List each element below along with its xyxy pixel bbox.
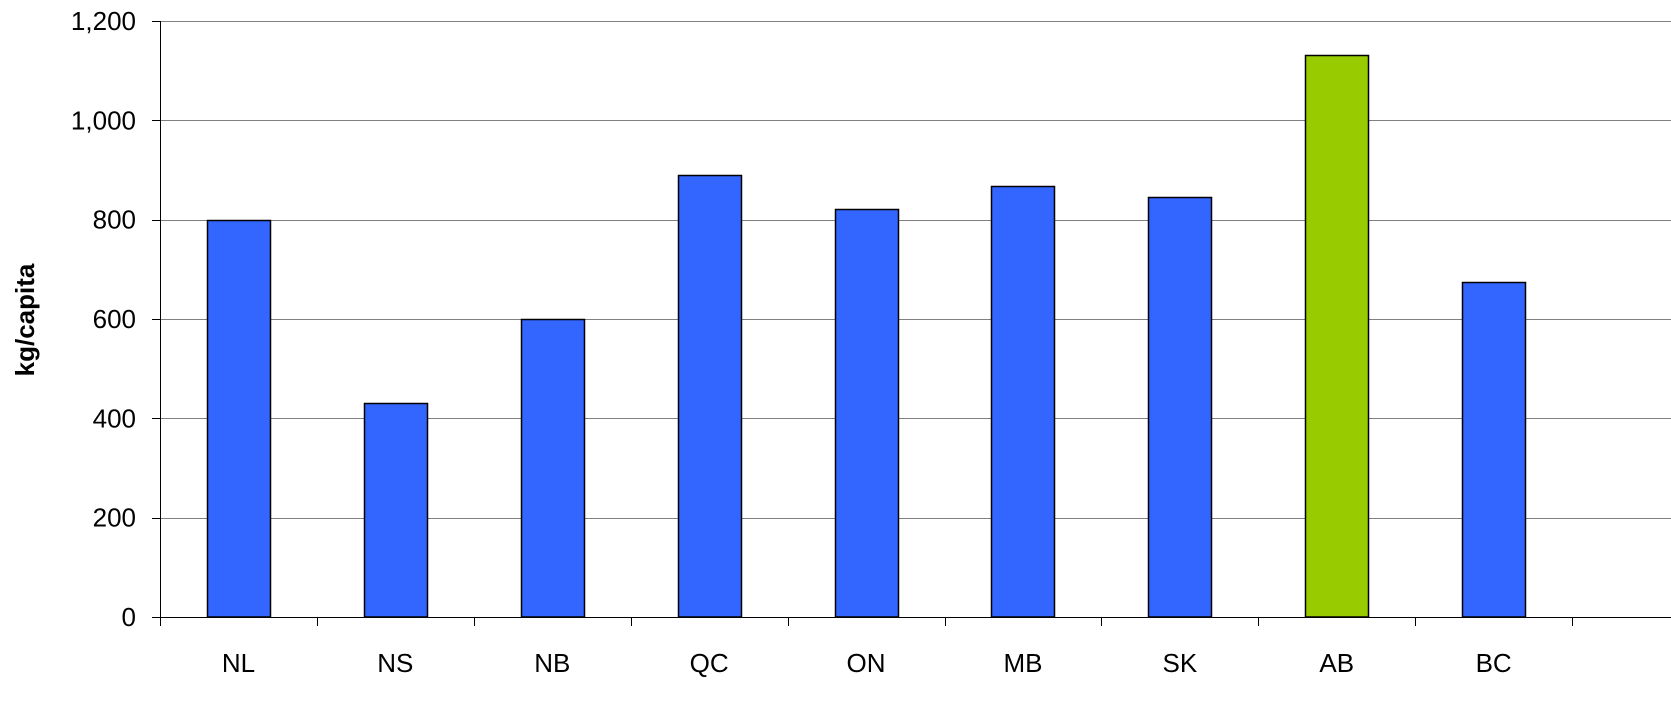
bar-ns xyxy=(363,402,429,618)
bar-ab xyxy=(1304,54,1370,618)
y-tick-label-0: 0 xyxy=(122,602,136,632)
y-tick-label-400: 400 xyxy=(93,403,136,433)
bars xyxy=(206,54,1527,618)
bar-nb xyxy=(520,318,586,618)
y-tick-label-600: 600 xyxy=(93,304,136,334)
axes xyxy=(152,21,1671,626)
bar-nl xyxy=(206,219,272,618)
bar-sk xyxy=(1147,196,1213,618)
bar-mb xyxy=(990,185,1056,618)
x-tick-labels: NL NS NB QC ON MB SK AB BC xyxy=(222,648,1512,678)
x-tick-label-bc: BC xyxy=(1476,648,1512,678)
x-tick-label-ns: NS xyxy=(377,648,413,678)
bar-on xyxy=(834,208,900,618)
y-tick-label-800: 800 xyxy=(93,205,136,235)
y-tick-labels: 0 200 400 600 800 1,000 1,200 xyxy=(71,6,136,632)
y-tick-label-1000: 1,000 xyxy=(71,105,136,135)
x-tick-label-mb: MB xyxy=(1003,648,1042,678)
x-tick-label-qc: QC xyxy=(690,648,729,678)
x-tick-label-sk: SK xyxy=(1163,648,1198,678)
bar-qc xyxy=(677,174,743,618)
x-tick-label-nb: NB xyxy=(534,648,570,678)
bar-bc xyxy=(1461,281,1527,618)
x-tick-label-ab: AB xyxy=(1319,648,1354,678)
x-tick-label-nl: NL xyxy=(222,648,255,678)
y-tick-label-1200: 1,200 xyxy=(71,6,136,36)
y-axis-title: kg/capita xyxy=(10,263,40,376)
y-tick-label-200: 200 xyxy=(93,503,136,533)
x-tick-label-on: ON xyxy=(847,648,886,678)
